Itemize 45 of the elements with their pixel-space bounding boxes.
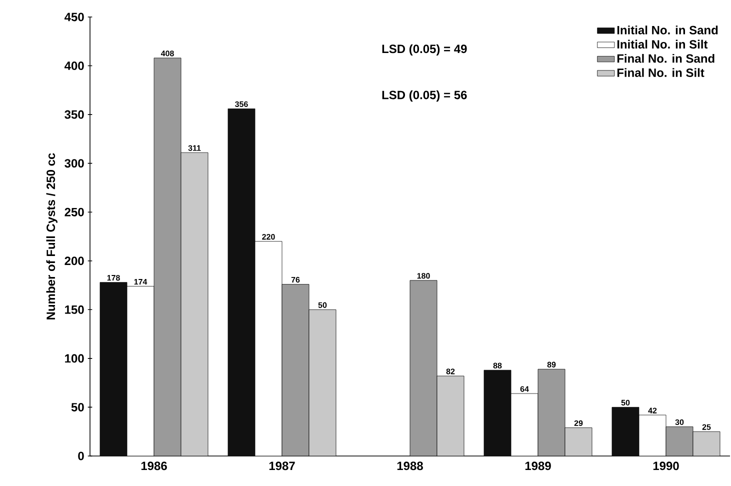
y-tick-label: 300 — [64, 159, 84, 168]
y-tick-label: 150 — [65, 305, 84, 314]
annotation: 76 — [291, 276, 300, 283]
annotation: 50 — [318, 302, 327, 308]
legend-label: Final No. in Sand — [617, 54, 714, 63]
annotation: LSD (0.05) = 49 — [382, 44, 467, 56]
x-tick-label: 1989 — [525, 462, 551, 470]
data-label: 178 — [107, 274, 120, 281]
y-tick-label: 200 — [64, 256, 84, 266]
data-label: 88 — [493, 362, 502, 368]
legend-label: Final No. in Silt — [617, 68, 704, 77]
data-label: 174 — [134, 279, 148, 285]
bar — [692, 431, 720, 456]
bar — [308, 309, 336, 456]
data-label: 82 — [446, 368, 455, 374]
data-label: 50 — [621, 400, 630, 406]
x-tick-label: 1987 — [269, 462, 295, 470]
annotation: LSD (0.05) = 56 — [382, 90, 467, 102]
y-tick-label: 400 — [64, 62, 84, 70]
y-tick-label: 50 — [71, 402, 84, 412]
data-label: 408 — [160, 50, 174, 56]
data-label: 42 — [648, 408, 657, 414]
data-label: 89 — [547, 362, 556, 368]
bar — [564, 427, 592, 456]
bar — [180, 152, 208, 456]
x-tick-label: 1986 — [141, 462, 167, 470]
bar — [436, 376, 464, 456]
x-tick-label: 1988 — [397, 462, 423, 470]
data-label: 30 — [675, 419, 684, 426]
y-tick-label: 350 — [64, 110, 84, 119]
data-label: 311 — [188, 145, 201, 151]
data-label: 64 — [520, 386, 529, 392]
data-label: 356 — [235, 101, 248, 107]
data-label: 220 — [262, 234, 275, 240]
legend-label: Initial No. in Sand — [617, 26, 718, 34]
y-tick-label: 250 — [64, 208, 84, 216]
y-tick-label: 100 — [65, 354, 84, 363]
y-tick-label: 450 — [64, 12, 84, 22]
data-label: 25 — [702, 424, 711, 430]
x-tick-label: 1990 — [653, 462, 679, 470]
y-axis-title: Number of Full Cysts / 250 cc — [46, 153, 58, 320]
legend-label: Initial No. in Silt — [617, 40, 708, 49]
data-label: 180 — [417, 273, 430, 279]
y-tick-label: 0 — [78, 452, 84, 460]
data-label: 29 — [574, 420, 583, 426]
